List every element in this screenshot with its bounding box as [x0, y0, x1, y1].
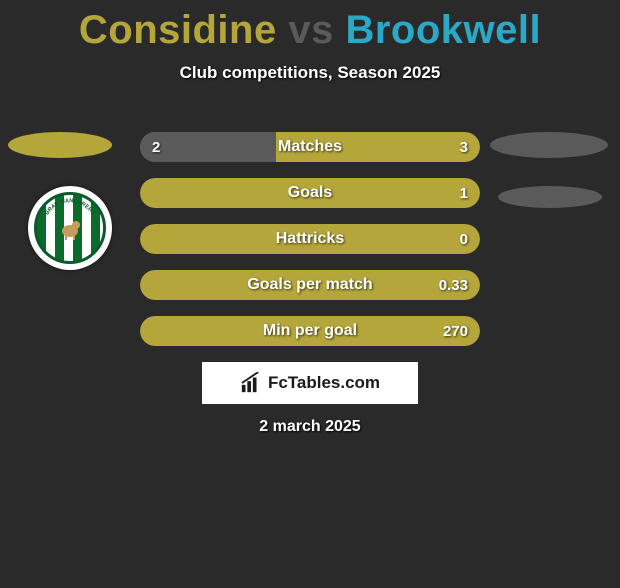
title-vs: vs: [288, 8, 334, 52]
club-crest: BRAY WANDERERS: [28, 186, 112, 270]
stat-label: Goals per match: [140, 270, 480, 300]
bars-growth-icon: [240, 372, 262, 394]
stat-row: 2Matches3: [140, 132, 480, 162]
stat-label: Hattricks: [140, 224, 480, 254]
stat-right-value: 3: [460, 132, 468, 162]
stat-right-value: 0: [460, 224, 468, 254]
stat-row: Goals per match0.33: [140, 270, 480, 300]
accent-ellipse-right-mid: [498, 186, 602, 208]
accent-ellipse-left: [8, 132, 112, 158]
branding-text: FcTables.com: [268, 373, 380, 393]
stat-label: Min per goal: [140, 316, 480, 346]
stat-label: Goals: [140, 178, 480, 208]
club-crest-inner: BRAY WANDERERS: [34, 192, 106, 264]
stat-right-value: 270: [443, 316, 468, 346]
crest-animal-icon: [55, 213, 85, 243]
title-player-right: Brookwell: [345, 8, 541, 52]
stat-right-value: 1: [460, 178, 468, 208]
accent-ellipse-right-top: [490, 132, 608, 158]
stat-label: Matches: [140, 132, 480, 162]
stat-row: Min per goal270: [140, 316, 480, 346]
branding-badge: FcTables.com: [202, 362, 418, 404]
comparison-date: 2 march 2025: [0, 418, 620, 436]
subtitle: Club competitions, Season 2025: [0, 63, 620, 83]
stat-row: Hattricks0: [140, 224, 480, 254]
stats-bars: 2Matches3 Goals1 Hattricks0 Goals per match…: [140, 132, 480, 362]
stat-right-value: 0.33: [439, 270, 468, 300]
title-player-left: Considine: [79, 8, 277, 52]
page-title: Considine vs Brookwell: [0, 8, 620, 53]
stat-row: Goals1: [140, 178, 480, 208]
